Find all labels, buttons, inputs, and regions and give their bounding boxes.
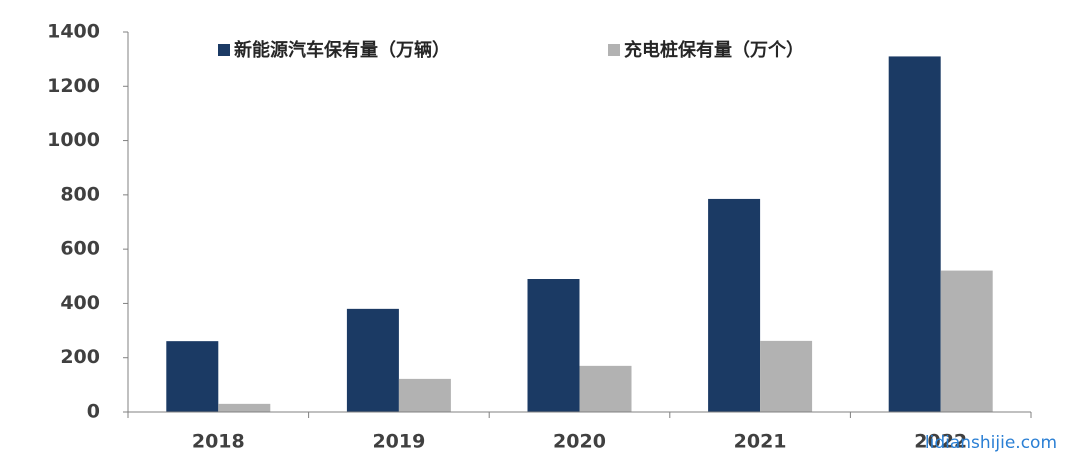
x-tick-label: 2022 xyxy=(914,431,967,453)
x-tick-label: 2021 xyxy=(734,431,787,453)
legend-text: 充电桩保有量（万个） xyxy=(624,39,804,61)
y-tick-label: 1000 xyxy=(47,129,100,151)
legend-text: 新能源汽车保有量（万辆） xyxy=(234,39,450,61)
y-tick-label: 800 xyxy=(60,183,100,205)
x-tick-label: 2018 xyxy=(192,431,245,453)
bar xyxy=(940,270,993,412)
bar xyxy=(760,340,813,412)
y-tick-label: 1400 xyxy=(47,21,100,43)
legend-swatch xyxy=(218,44,230,56)
x-tick-label: 2020 xyxy=(553,431,606,453)
y-tick-label: 0 xyxy=(87,401,100,423)
bar xyxy=(398,378,451,412)
bar xyxy=(218,403,271,412)
bar xyxy=(708,198,761,412)
legend-swatch xyxy=(608,44,620,56)
bar xyxy=(346,308,399,412)
x-tick-label: 2019 xyxy=(372,431,425,453)
y-tick-label: 600 xyxy=(60,238,100,260)
bar xyxy=(579,365,632,412)
bar xyxy=(166,341,219,412)
y-tick-label: 1200 xyxy=(47,75,100,97)
watermark: lidianshijie.com xyxy=(925,433,1057,453)
y-tick-label: 200 xyxy=(60,346,100,368)
y-tick-label: 400 xyxy=(60,292,100,314)
bar xyxy=(888,56,941,413)
bar xyxy=(527,279,580,412)
